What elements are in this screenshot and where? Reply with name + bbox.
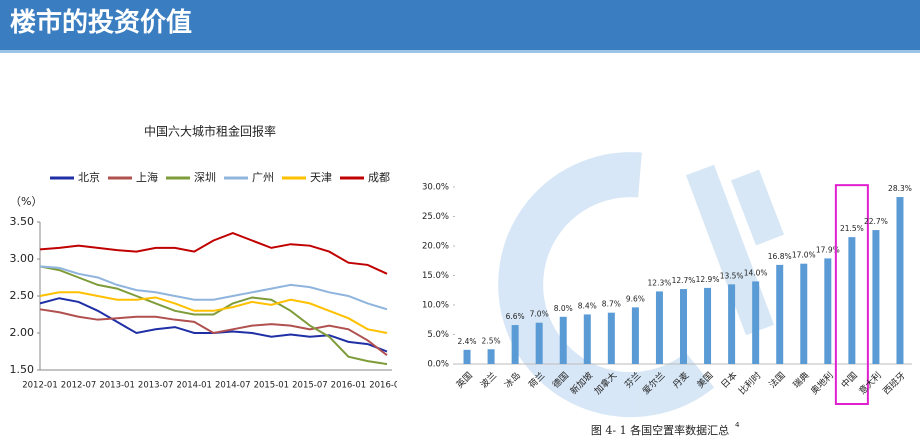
series-line: [39, 308, 388, 356]
y-tick-label: 25.0%: [422, 212, 449, 222]
bar: [583, 314, 591, 364]
x-tick-label: 2016-01: [331, 381, 367, 391]
watermark: [498, 152, 785, 418]
bar: [896, 197, 904, 364]
highlight-box: [834, 184, 869, 405]
x-tick-label: 2013-07: [138, 381, 174, 391]
bar: [463, 349, 471, 364]
y-tick-label: 15.0%: [422, 271, 449, 281]
bar: [559, 316, 567, 364]
y-tick-label: 3.50: [10, 215, 35, 228]
x-tick-label: 日本: [718, 369, 739, 390]
y-tick-label: 10.0%: [422, 301, 449, 311]
value-label: 2.5%: [482, 336, 501, 345]
legend-label: 深圳: [194, 171, 216, 184]
value-label: 17.9%: [816, 245, 840, 254]
series-line: [39, 291, 388, 334]
x-tick-label: 2014-07: [215, 381, 251, 391]
y-tick-label: 30.0%: [422, 183, 449, 193]
value-label: 12.9%: [696, 275, 720, 284]
y-tick-label: 3.00: [10, 252, 35, 265]
bar: [631, 307, 639, 364]
legend-label: 上海: [136, 170, 158, 184]
y-tick-label: 0.0%: [427, 360, 449, 370]
bar: [704, 287, 712, 364]
value-label: 2.4%: [457, 337, 476, 346]
series-line: [39, 265, 388, 311]
value-label: 17.0%: [792, 251, 816, 260]
y-tick-label: 2.50: [10, 289, 35, 302]
x-tick-label: 法国: [766, 369, 787, 390]
x-tick-label: 瑞典: [790, 369, 811, 390]
value-label: 8.4%: [578, 301, 597, 310]
x-tick-label: 比利时: [736, 369, 764, 397]
y-axis-label: （%）: [10, 195, 42, 208]
slide-title: 楼市的投资价值: [10, 7, 192, 38]
x-tick-label: 2015-07: [292, 381, 328, 391]
bar: [728, 284, 736, 364]
x-tick-label: 2016-07: [369, 381, 405, 391]
x-tick-label: 奥地利: [808, 369, 836, 397]
value-label: 7.0%: [530, 310, 549, 319]
value-label: 8.0%: [554, 304, 573, 313]
bar-caption: 图 4- 1 各国空置率数据汇总: [591, 423, 729, 437]
legend-label: 成都: [368, 171, 390, 184]
bar: [824, 258, 832, 364]
bar: [607, 312, 615, 364]
value-label: 12.3%: [648, 278, 672, 287]
value-label: 16.8%: [768, 252, 792, 261]
header-rule: [0, 50, 920, 53]
legend-label: 天津: [310, 171, 332, 184]
legend-label: 北京: [78, 170, 100, 184]
y-tick-label: 20.0%: [422, 242, 449, 252]
line-chart-title: 中国六大城市租金回报率: [144, 124, 276, 139]
series-line: [39, 265, 388, 366]
x-tick-label: 波兰: [478, 369, 499, 390]
y-tick-label: 5.0%: [427, 330, 449, 340]
header-band: [0, 0, 920, 50]
legend-label: 广州: [252, 171, 274, 184]
x-tick-label: 意大利: [856, 369, 884, 397]
x-tick-label: 中国: [839, 369, 860, 390]
x-tick-label: 2015-01: [254, 381, 290, 391]
bar: [872, 230, 880, 364]
x-tick-label: 英国: [454, 369, 475, 390]
bar: [487, 349, 495, 364]
value-label: 22.7%: [864, 217, 888, 226]
series-line: [39, 232, 388, 275]
bar: [800, 263, 808, 364]
value-label: 14.0%: [744, 268, 768, 277]
value-label: 9.6%: [626, 294, 645, 303]
x-tick-label: 2012-01: [22, 381, 58, 391]
bar: [511, 325, 519, 364]
bar: [848, 237, 856, 364]
bar: [655, 291, 663, 364]
x-tick-label: 西班牙: [880, 369, 908, 397]
x-tick-label: 2013-01: [99, 381, 135, 391]
bar: [752, 281, 760, 364]
bar: [776, 264, 784, 364]
y-tick-label: 2.00: [10, 326, 35, 339]
x-tick-label: 冰岛: [502, 369, 523, 390]
value-label: 6.6%: [506, 312, 525, 321]
value-label: 21.5%: [840, 224, 864, 233]
bar: [535, 322, 543, 364]
y-tick-label: 1.50: [10, 363, 35, 376]
value-label: 28.3%: [888, 184, 912, 193]
bar: [680, 289, 687, 364]
value-label: 8.7%: [602, 300, 621, 309]
caption-note: 4: [735, 421, 740, 429]
x-tick-label: 2012-07: [61, 381, 97, 391]
value-label: 13.5%: [720, 271, 744, 280]
value-label: 12.7%: [672, 276, 696, 285]
x-tick-label: 2014-01: [176, 381, 212, 391]
